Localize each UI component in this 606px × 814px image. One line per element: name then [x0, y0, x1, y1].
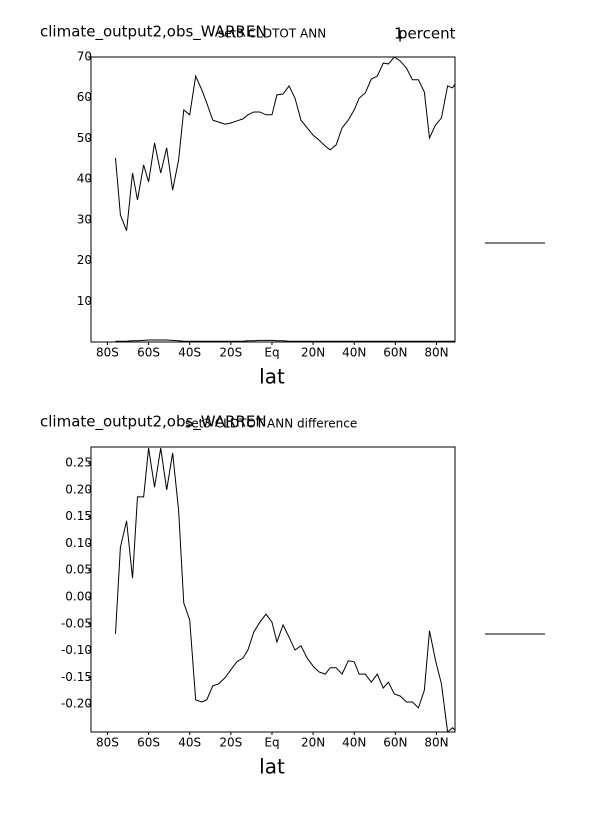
y-tick-label: -0.05 — [61, 616, 92, 630]
x-tick-label: 60N — [383, 736, 407, 750]
y-tick-label: 0.00 — [65, 590, 92, 604]
x-tick-label: 80S — [96, 736, 119, 750]
x-tick-label: 20N — [301, 736, 325, 750]
y-tick-label: -0.10 — [61, 643, 92, 657]
y-tick-label: 70 — [77, 50, 92, 64]
x-tick-label: 20N — [301, 346, 325, 360]
y-tick-label: 30 — [77, 212, 92, 226]
right-title: 1 — [394, 25, 404, 43]
data-line — [114, 57, 455, 232]
data-line — [115, 339, 455, 342]
x-axis-label: lat — [259, 755, 285, 779]
y-tick-label: 10 — [77, 294, 92, 308]
x-tick-label: 40N — [342, 736, 366, 750]
y-tick-label: 0.15 — [65, 509, 92, 523]
y-tick-label: 60 — [77, 90, 92, 104]
left-title: climate_output2,obs_WARREN — [40, 23, 267, 42]
x-tick-label: 40S — [178, 346, 201, 360]
y-tick-label: 50 — [77, 131, 92, 145]
data-line — [114, 447, 455, 732]
y-tick-label: 0.20 — [65, 482, 92, 496]
x-tick-label: Eq — [264, 736, 279, 750]
y-tick-label: 20 — [77, 253, 92, 267]
y-tick-label: 0.05 — [65, 563, 92, 577]
x-tick-label: 40N — [342, 346, 366, 360]
y-tick-label: 0.10 — [65, 536, 92, 550]
plot-frame — [90, 446, 456, 733]
x-tick-label: 80N — [424, 346, 448, 360]
x-axis-label: lat — [259, 365, 285, 389]
x-tick-label: 20S — [219, 346, 242, 360]
y-tick-label: -0.15 — [61, 670, 92, 684]
left-title: climate_output2,obs_WARREN — [40, 413, 267, 432]
x-tick-label: Eq — [264, 346, 279, 360]
units: percent — [398, 25, 456, 43]
y-tick-label: 0.25 — [65, 456, 92, 470]
plot-frame — [90, 56, 456, 343]
x-tick-label: 40S — [178, 736, 201, 750]
chart-title: set3 CLDTOT ANN — [218, 27, 326, 41]
x-tick-label: 20S — [219, 736, 242, 750]
x-tick-label: 60S — [137, 346, 160, 360]
chart-title: set3 CLDTOT ANN difference — [185, 417, 357, 431]
x-tick-label: 60S — [137, 736, 160, 750]
y-tick-label: -0.20 — [61, 697, 92, 711]
x-tick-label: 80N — [424, 736, 448, 750]
x-tick-label: 80S — [96, 346, 119, 360]
x-tick-label: 60N — [383, 346, 407, 360]
y-tick-label: 40 — [77, 172, 92, 186]
